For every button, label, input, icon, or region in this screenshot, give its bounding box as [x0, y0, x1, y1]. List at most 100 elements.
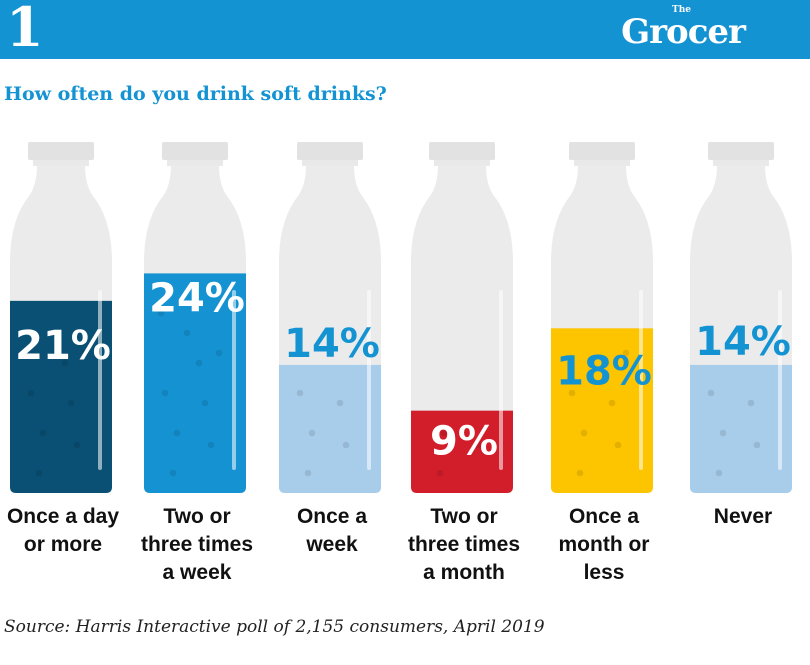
- liquid-bubble: [39, 429, 47, 437]
- category-label: month or: [559, 533, 650, 556]
- liquid-bubble: [707, 389, 715, 397]
- bottle-cap: [429, 142, 495, 160]
- liquid-bubble: [296, 389, 304, 397]
- liquid-bar: [10, 300, 112, 493]
- liquid-bubble: [161, 389, 169, 397]
- value-label: 18%: [556, 348, 652, 394]
- bottle-liquid-group: [690, 364, 792, 493]
- bottle-6: 14% Never: [690, 142, 792, 528]
- liquid-bubble: [73, 441, 81, 449]
- bottle-cap: [162, 142, 228, 160]
- bottle-collar: [713, 160, 769, 166]
- category-label: or more: [24, 533, 102, 556]
- liquid-bubble: [67, 399, 75, 407]
- bottle-highlight: [367, 290, 371, 470]
- bottle-collar: [434, 160, 490, 166]
- bottle-liquid-group: [411, 410, 513, 493]
- liquid-bubble: [436, 469, 444, 477]
- liquid-bubble: [440, 429, 448, 437]
- liquid-bubble: [342, 441, 350, 449]
- liquid-bubble: [81, 349, 89, 357]
- category-label: three times: [408, 533, 520, 556]
- bottle-collar: [574, 160, 630, 166]
- category-label: Once a: [297, 505, 367, 528]
- liquid-bar: [411, 410, 513, 493]
- bottle-cap: [28, 142, 94, 160]
- bottle-3: 14% Once a week: [279, 142, 381, 556]
- liquid-bubble: [576, 469, 584, 477]
- brand-name: Grocer: [621, 12, 746, 52]
- liquid-bubble: [614, 441, 622, 449]
- value-label: 9%: [430, 419, 498, 465]
- liquid-bubble: [747, 399, 755, 407]
- category-label: a month: [423, 561, 505, 584]
- liquid-bubble: [622, 349, 630, 357]
- liquid-bubble: [215, 349, 223, 357]
- liquid-bubble: [336, 399, 344, 407]
- category-label: less: [584, 561, 625, 584]
- liquid-bubble: [304, 469, 312, 477]
- category-label: Once a day: [7, 505, 119, 528]
- liquid-bubble: [49, 329, 57, 337]
- category-label: Never: [714, 505, 772, 528]
- liquid-bubble: [61, 359, 69, 367]
- liquid-bubble: [308, 429, 316, 437]
- liquid-bubble: [602, 359, 610, 367]
- liquid-bar: [144, 273, 246, 493]
- liquid-bubble: [169, 469, 177, 477]
- liquid-bubble: [719, 429, 727, 437]
- liquid-bubble: [183, 329, 191, 337]
- liquid-bubble: [201, 399, 209, 407]
- source-note: Source: Harris Interactive poll of 2,155…: [4, 617, 545, 637]
- liquid-bubble: [207, 441, 215, 449]
- liquid-bubble: [715, 469, 723, 477]
- category-label: three times: [141, 533, 253, 556]
- bottle-liquid-group: [279, 364, 381, 493]
- bottle-highlight: [778, 290, 782, 470]
- brand-logo: The Grocer: [618, 5, 748, 55]
- liquid-bubble: [35, 469, 43, 477]
- bottle-highlight: [98, 290, 102, 470]
- value-label: 14%: [695, 319, 791, 365]
- bottle-5: 18% Once a month or less: [551, 142, 653, 584]
- liquid-bubble: [580, 429, 588, 437]
- bottle-liquid-group: [10, 300, 112, 493]
- figure-number: 1: [6, 0, 44, 59]
- liquid-bubble: [195, 359, 203, 367]
- bottle-liquid-group: [551, 328, 653, 493]
- bottle-cap: [708, 142, 774, 160]
- liquid-bubble: [568, 389, 576, 397]
- category-label: a week: [163, 561, 232, 584]
- liquid-bubble: [474, 441, 482, 449]
- value-label: 14%: [284, 321, 380, 367]
- liquid-bubble: [173, 429, 181, 437]
- bottle-collar: [167, 160, 223, 166]
- category-label: Once a: [569, 505, 639, 528]
- brand-small-text: The: [672, 5, 691, 15]
- liquid-bubble: [27, 389, 35, 397]
- liquid-bubble: [753, 441, 761, 449]
- category-label: week: [305, 533, 358, 556]
- bottle-highlight: [639, 290, 643, 470]
- liquid-bar: [551, 328, 653, 493]
- liquid-bar: [690, 364, 792, 493]
- value-label: 21%: [15, 323, 111, 369]
- bottle-collar: [33, 160, 89, 166]
- header-bar: 1 The Grocer: [0, 0, 810, 59]
- bottle-2: 24% Two or three times a week: [141, 142, 253, 584]
- bottle-4: 9% Two or three times a month: [408, 142, 520, 584]
- liquid-bubble: [157, 309, 165, 317]
- category-label: Two or: [163, 505, 230, 528]
- value-label: 24%: [149, 275, 245, 321]
- bottle-1: 21% Once a day or more: [7, 142, 119, 556]
- liquid-bar: [279, 364, 381, 493]
- liquid-bubble: [608, 399, 616, 407]
- category-label: Two or: [430, 505, 497, 528]
- bottle-cap: [297, 142, 363, 160]
- chart-title: How often do you drink soft drinks?: [4, 83, 387, 105]
- bottle-chart: 21% Once a day or more 24% Two or three times…: [7, 142, 792, 584]
- bottle-cap: [569, 142, 635, 160]
- bottle-highlight: [499, 290, 503, 470]
- bottle-collar: [302, 160, 358, 166]
- bottle-liquid-group: [144, 273, 246, 493]
